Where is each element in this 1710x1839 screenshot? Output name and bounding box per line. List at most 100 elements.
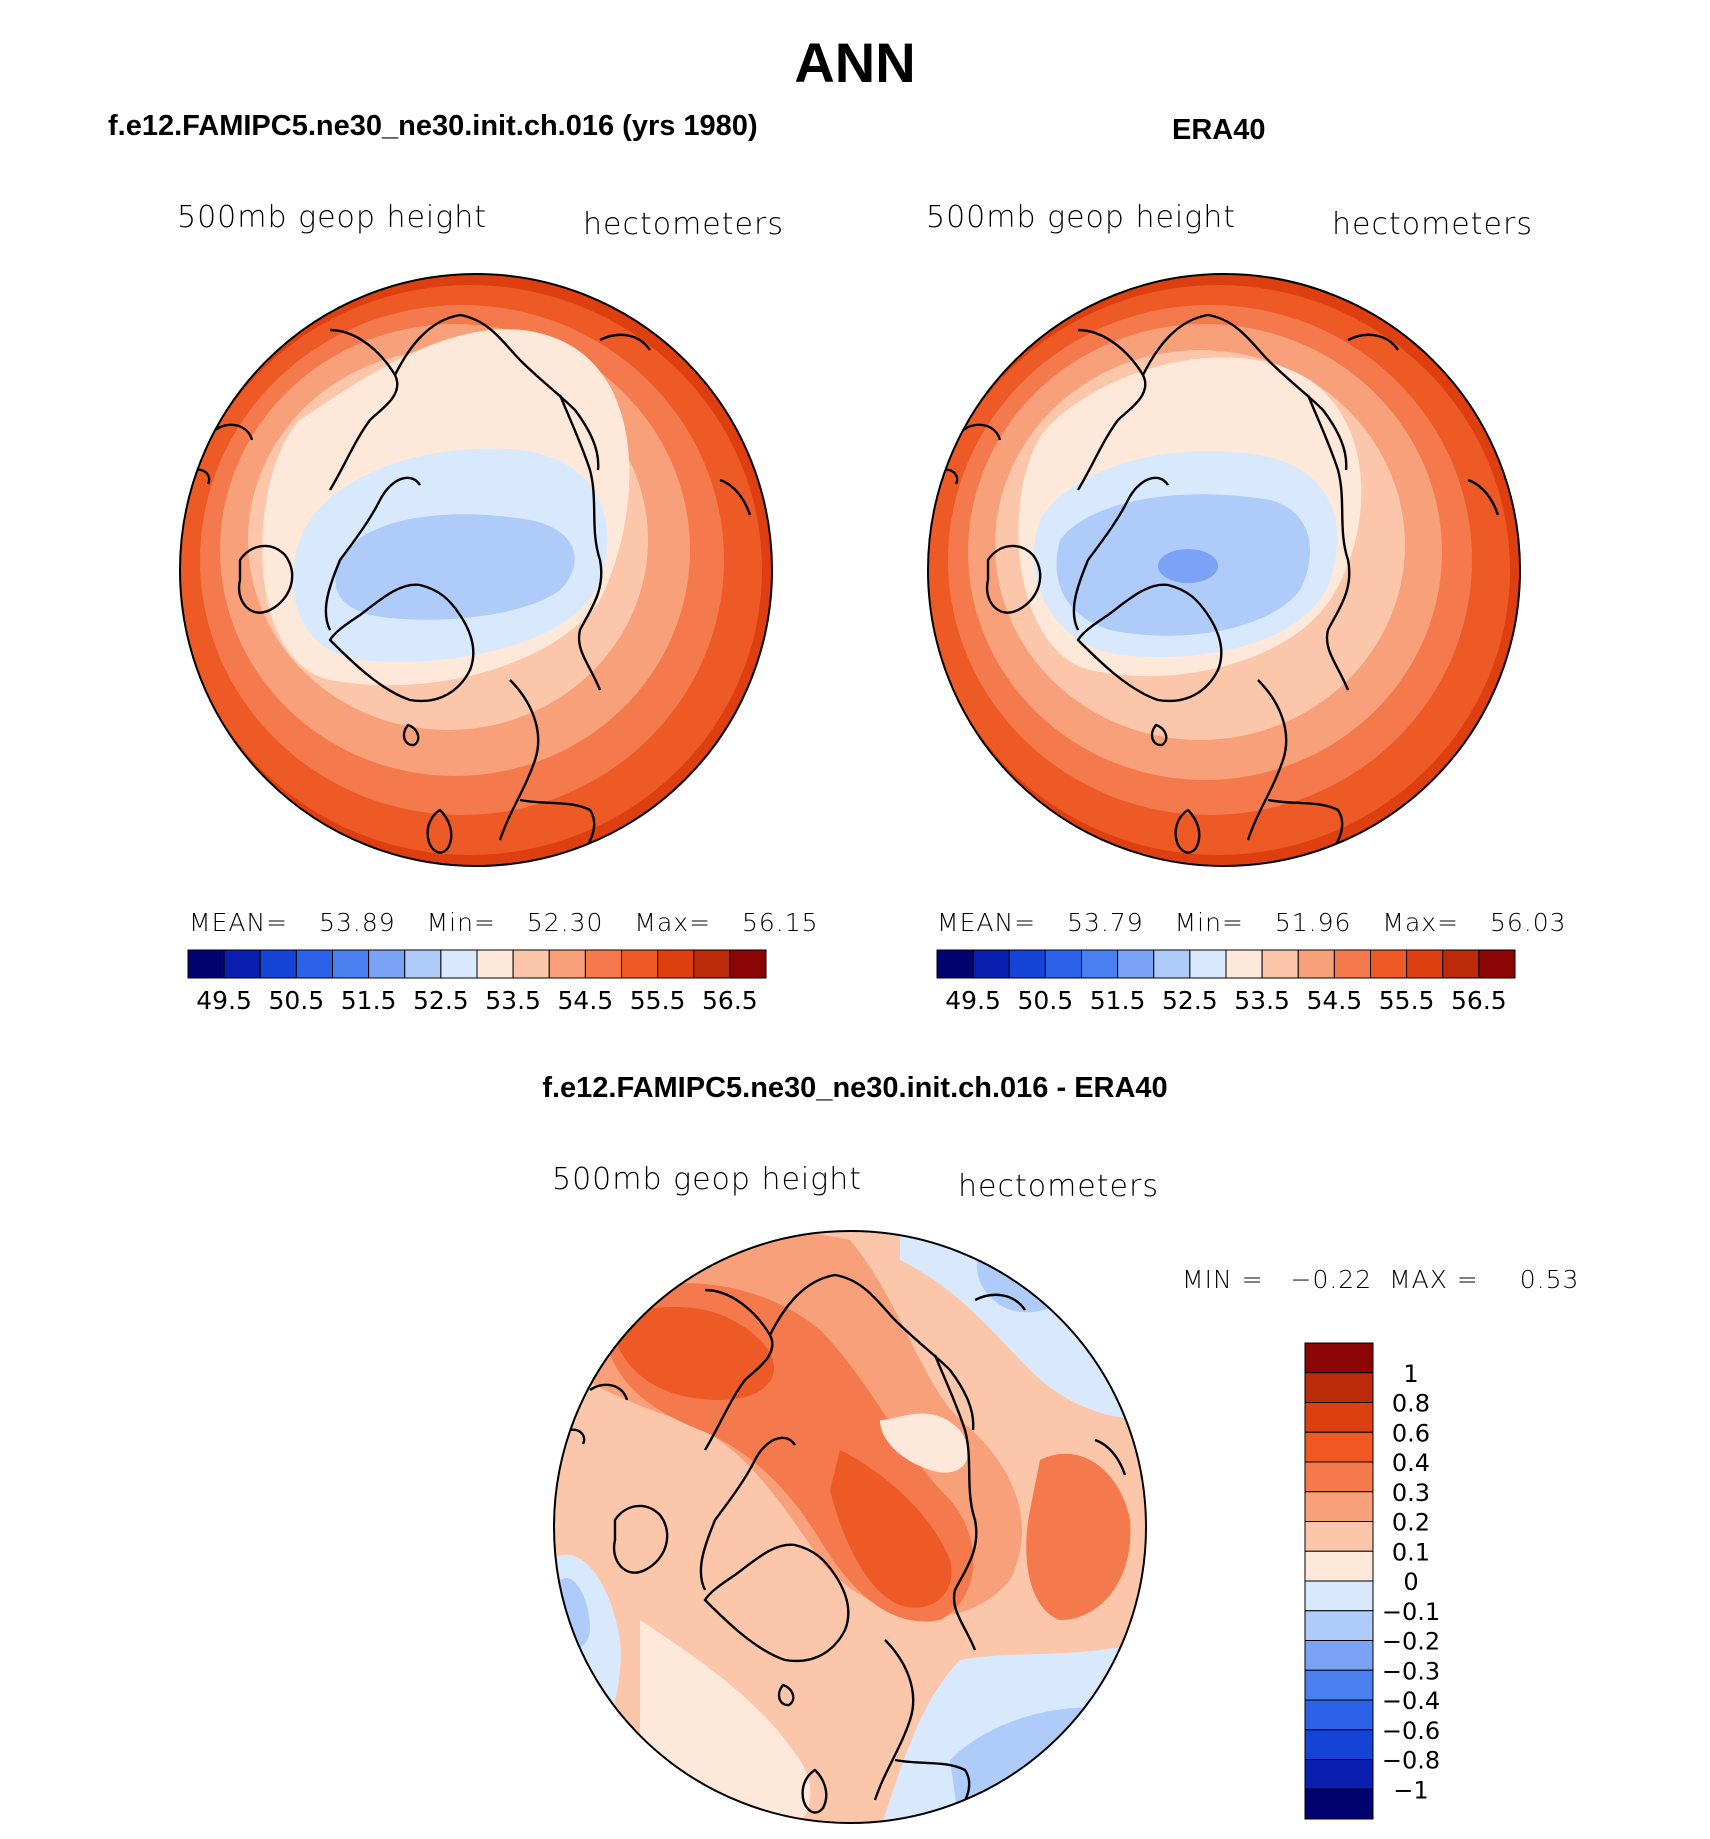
panel-2-mean: 53.79 bbox=[1067, 908, 1144, 937]
colorbar-swatch bbox=[1008, 949, 1046, 979]
colorbar-swatch bbox=[1304, 1402, 1374, 1433]
panel-2-max: 56.03 bbox=[1490, 908, 1567, 937]
colorbar-swatch bbox=[1297, 949, 1335, 979]
colorbar-tick-label: 55.5 bbox=[1379, 986, 1435, 1015]
colorbar-swatch bbox=[1189, 949, 1227, 979]
panel-2-stats: MEAN= 53.79 Min= 51.96 Max= 56.03 bbox=[937, 908, 1567, 937]
diff-max: 0.53 bbox=[1519, 1265, 1580, 1294]
colorbar-swatch bbox=[1304, 1491, 1374, 1522]
map-panel-2-border bbox=[927, 273, 1521, 867]
colorbar-swatch bbox=[972, 949, 1010, 979]
colorbar-swatch bbox=[729, 949, 767, 979]
colorbar-swatch bbox=[187, 949, 225, 979]
colorbar-swatch bbox=[693, 949, 731, 979]
colorbar-swatch bbox=[368, 949, 406, 979]
colorbar-swatch bbox=[1442, 949, 1480, 979]
panel-1-min: 52.30 bbox=[526, 908, 604, 937]
colorbar-tick-label: 54.5 bbox=[558, 986, 614, 1015]
colorbar-swatch bbox=[1333, 949, 1371, 979]
colorbar-tick-label: −0.3 bbox=[1382, 1657, 1440, 1685]
colorbar-panel-2: 49.5 50.5 51.5 52.5 53.5 54.5 55.5 56.5 bbox=[936, 949, 1516, 1015]
colorbar-tick-label: 0.2 bbox=[1392, 1509, 1430, 1537]
colorbar-tick-label: −0.4 bbox=[1382, 1687, 1440, 1715]
colorbar-swatch bbox=[1304, 1342, 1374, 1374]
map-panel-1-border bbox=[179, 273, 773, 867]
colorbar-tick-label: 50.5 bbox=[1018, 986, 1074, 1015]
panel-2-units: hectometers bbox=[1332, 207, 1533, 242]
colorbar-tick-label: −0.6 bbox=[1382, 1717, 1440, 1745]
panel-1-units: hectometers bbox=[583, 207, 784, 242]
colorbar-tick-label: −0.2 bbox=[1382, 1628, 1440, 1656]
colorbar-swatch bbox=[1406, 949, 1444, 979]
colorbar-diff: 10.80.60.40.30.20.10−0.1−0.2−0.3−0.4−0.6… bbox=[1304, 1342, 1440, 1820]
colorbar-swatch bbox=[1304, 1788, 1374, 1820]
colorbar-tick-label: 51.5 bbox=[341, 986, 397, 1015]
diff-minmax: MIN = −0.22 MAX = 0.53 bbox=[1182, 1265, 1579, 1294]
panel-1-mean-label: MEAN= bbox=[189, 908, 289, 937]
colorbar-swatch bbox=[1304, 1729, 1374, 1760]
colorbar-swatch bbox=[1304, 1431, 1374, 1463]
diff-min: −0.22 bbox=[1290, 1265, 1373, 1294]
colorbar-swatch bbox=[476, 949, 514, 979]
colorbar-swatch bbox=[223, 949, 261, 979]
colorbar-swatch bbox=[332, 949, 370, 979]
colorbar-swatch bbox=[621, 949, 659, 979]
panel-1-max: 56.15 bbox=[742, 908, 819, 937]
panel-1-mean: 53.89 bbox=[319, 908, 396, 937]
colorbar-swatch bbox=[936, 949, 974, 979]
colorbar-tick-label: 1 bbox=[1403, 1360, 1418, 1388]
map-panel-2 bbox=[928, 274, 1520, 866]
panel-2-max-label: Max= bbox=[1382, 908, 1460, 937]
colorbar-tick-label: 49.5 bbox=[945, 986, 1001, 1015]
colorbar-tick-label: 0 bbox=[1403, 1568, 1418, 1596]
colorbar-swatch bbox=[1304, 1461, 1374, 1493]
colorbar-tick-label: 0.8 bbox=[1392, 1390, 1430, 1418]
colorbar-tick-label: 0.4 bbox=[1392, 1449, 1430, 1477]
colorbar-swatch bbox=[1304, 1521, 1374, 1552]
colorbar-tick-label: 49.5 bbox=[196, 986, 252, 1015]
colorbar-swatch bbox=[295, 949, 333, 979]
colorbar-swatch bbox=[1153, 949, 1191, 979]
colorbar-tick-label: 51.5 bbox=[1090, 986, 1146, 1015]
diff-field-label: 500mb geop height bbox=[552, 1162, 863, 1197]
colorbar-tick-label: 53.5 bbox=[485, 986, 541, 1015]
colorbar-tick-label: 54.5 bbox=[1307, 986, 1363, 1015]
colorbar-tick-label: 50.5 bbox=[269, 986, 325, 1015]
map-panel-1 bbox=[180, 274, 772, 866]
colorbar-swatch bbox=[404, 949, 442, 979]
colorbar-tick-label: −0.1 bbox=[1382, 1598, 1440, 1626]
panel-1-field-label: 500mb geop height bbox=[177, 200, 488, 235]
panel-2-mean-label: MEAN= bbox=[937, 908, 1037, 937]
panel-2-field-label: 500mb geop height bbox=[926, 200, 1237, 235]
colorbar-swatch bbox=[1044, 949, 1082, 979]
colorbar-swatch bbox=[1304, 1610, 1374, 1641]
colorbar-swatch bbox=[657, 949, 695, 979]
diff-units: hectometers bbox=[958, 1169, 1159, 1204]
colorbar-swatch bbox=[1225, 949, 1263, 979]
colorbar-swatch bbox=[1304, 1640, 1374, 1671]
panel-2-title: ERA40 bbox=[1172, 114, 1266, 146]
colorbar-tick-label: 52.5 bbox=[413, 986, 469, 1015]
diff-max-label: MAX = bbox=[1389, 1265, 1479, 1294]
colorbar-swatch bbox=[1370, 949, 1408, 979]
panel-1-min-label: Min= bbox=[426, 908, 496, 937]
diff-title: f.e12.FAMIPC5.ne30_ne30.init.ch.016 - ER… bbox=[542, 1072, 1168, 1104]
panel-2-min: 51.96 bbox=[1274, 908, 1352, 937]
colorbar-swatch bbox=[1261, 949, 1299, 979]
colorbar-swatch bbox=[1304, 1699, 1374, 1731]
map-panel-diff-border bbox=[553, 1230, 1147, 1824]
colorbar-swatch bbox=[440, 949, 478, 979]
colorbar-tick-label: 55.5 bbox=[630, 986, 686, 1015]
colorbar-swatch bbox=[1304, 1580, 1374, 1612]
colorbar-tick-label: −1 bbox=[1393, 1776, 1428, 1804]
main-title: ANN bbox=[794, 31, 916, 94]
colorbar-tick-label: 53.5 bbox=[1234, 986, 1290, 1015]
colorbar-swatch bbox=[1304, 1669, 1374, 1701]
colorbar-swatch bbox=[1081, 949, 1119, 979]
colorbar-swatch bbox=[1117, 949, 1155, 979]
colorbar-swatch bbox=[259, 949, 297, 979]
panel-2-min-label: Min= bbox=[1174, 908, 1244, 937]
colorbar-swatch bbox=[1478, 949, 1516, 979]
panel-1-stats: MEAN= 53.89 Min= 52.30 Max= 56.15 bbox=[189, 908, 819, 937]
